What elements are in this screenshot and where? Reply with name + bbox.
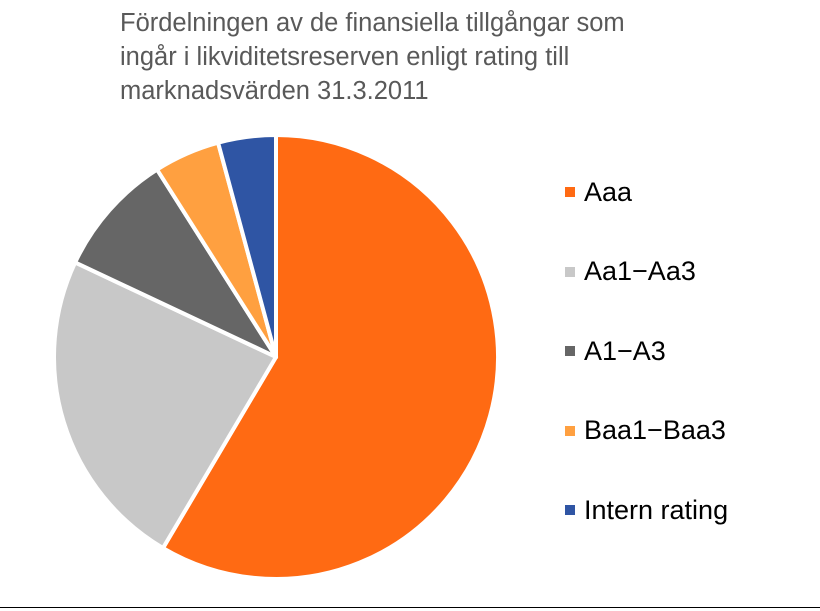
legend: Aaa Aa1−Aa3 A1−A3 Baa1−Baa3 Intern rating <box>565 172 728 570</box>
legend-swatch <box>565 266 575 277</box>
legend-swatch <box>565 187 575 197</box>
legend-item: Intern rating <box>565 490 728 530</box>
pie-slice-intern-rating <box>216 133 278 359</box>
legend-item: A1−A3 <box>565 331 728 371</box>
pie-slice-a1-a3 <box>73 167 278 359</box>
pie-slice-aaa <box>160 133 500 581</box>
legend-item: Aa1−Aa3 <box>565 252 728 292</box>
legend-item: Baa1−Baa3 <box>565 411 728 451</box>
legend-label: Baa1−Baa3 <box>584 415 726 445</box>
chart-title: Fördelningen av de finansiella tillgånga… <box>120 9 625 105</box>
legend-swatch <box>565 425 575 436</box>
legend-label: Aaa <box>584 176 633 207</box>
bottom-divider <box>0 607 820 608</box>
pie-slice-aa1-aa3 <box>52 260 278 551</box>
legend-label: Aa1−Aa3 <box>584 256 696 286</box>
legend-item: Aaa <box>565 172 728 212</box>
legend-label: Intern rating <box>584 494 729 525</box>
legend-label: A1−A3 <box>584 335 666 366</box>
legend-swatch <box>565 346 575 356</box>
legend-swatch <box>565 505 575 515</box>
